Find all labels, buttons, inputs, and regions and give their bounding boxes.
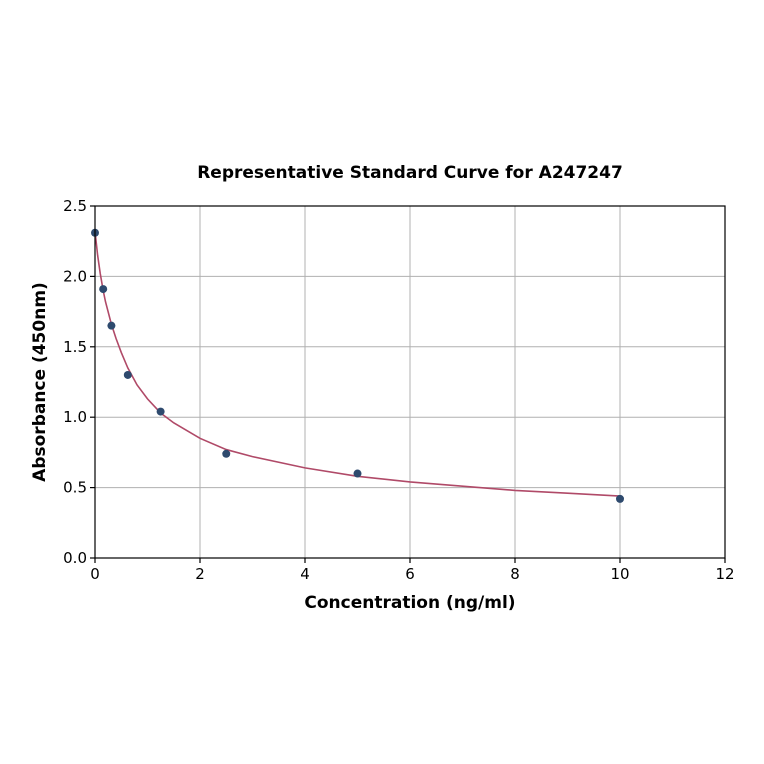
x-tick-label: 12 xyxy=(715,565,734,583)
chart-title: Representative Standard Curve for A24724… xyxy=(197,163,623,183)
x-axis-label: Concentration (ng/ml) xyxy=(304,593,515,613)
y-tick-label: 2.0 xyxy=(63,267,87,285)
data-points-layer xyxy=(91,228,624,503)
y-tick-label: 0.0 xyxy=(63,549,87,567)
y-tick-label: 1.0 xyxy=(63,408,87,426)
data-point xyxy=(123,370,132,379)
data-point xyxy=(107,321,116,330)
data-point xyxy=(353,469,362,478)
x-tick-label: 4 xyxy=(300,565,310,583)
data-point xyxy=(99,285,108,294)
x-tick-label: 8 xyxy=(510,565,520,583)
y-tick-label: 1.5 xyxy=(63,338,87,356)
x-tick-label: 10 xyxy=(610,565,629,583)
y-tick-label: 2.5 xyxy=(63,197,87,215)
x-tick-label: 6 xyxy=(405,565,415,583)
data-point xyxy=(156,407,165,416)
data-point xyxy=(616,494,624,503)
x-tick-label: 0 xyxy=(90,565,100,583)
axis-ticks: 0 2 4 6 8 10 12 0.0 0.5 1.0 1.5 2.0 2.5 xyxy=(63,197,734,583)
x-tick-label: 2 xyxy=(195,565,205,583)
data-point xyxy=(222,449,231,458)
y-axis-label: Absorbance (450nm) xyxy=(30,282,50,482)
y-tick-label: 0.5 xyxy=(63,479,87,497)
